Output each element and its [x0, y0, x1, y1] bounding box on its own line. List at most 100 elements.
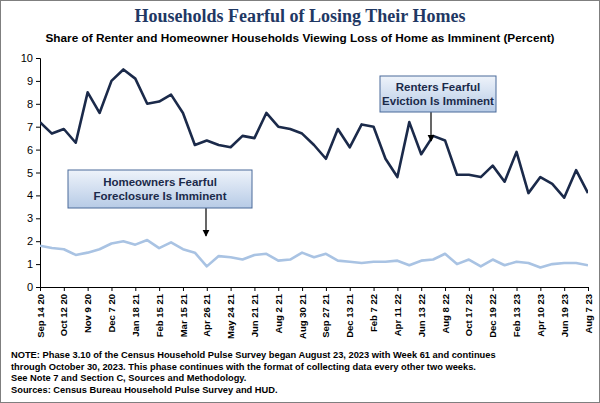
subtitle: Share of Renter and Homeowner Households…	[45, 31, 554, 45]
y-tick: 6	[27, 144, 40, 156]
x-tick-label: Apr 26 21	[201, 293, 212, 336]
x-tick-mark	[278, 287, 279, 291]
x-tick-label: Nov 9 20	[82, 294, 93, 333]
x-tick-label: Feb 7 22	[368, 294, 379, 332]
x-tick: Aug 7 23	[583, 287, 594, 334]
x-tick: Feb 7 22	[368, 287, 379, 332]
x-tick: Dec 13 21	[344, 287, 355, 338]
x-tick-mark	[88, 287, 89, 291]
y-tick: 7	[27, 121, 40, 133]
x-tick: Aug 2 21	[273, 287, 284, 334]
x-tick: Nov 9 20	[82, 287, 93, 333]
x-tick: Oct 12 20	[58, 287, 69, 336]
x-tick-label: Jun 21 21	[249, 293, 260, 337]
x-tick-label: Dec 13 21	[344, 293, 355, 338]
x-tick: Feb 15 21	[154, 287, 165, 337]
x-tick-mark	[254, 287, 255, 291]
x-tick-label: Aug 8 22	[440, 294, 451, 334]
x-tick-mark	[374, 287, 375, 291]
x-tick-label: Sep 14 20	[35, 294, 46, 338]
x-tick-mark	[540, 287, 541, 291]
x-tick: Oct 17 22	[463, 287, 474, 336]
y-tick-mark	[36, 127, 40, 128]
y-axis-line	[36, 59, 41, 288]
x-tick-mark	[111, 287, 112, 291]
x-tick: Sep 27 21	[320, 287, 331, 338]
annotation-text: Renters FearfulEviction Is Imminent	[382, 81, 494, 107]
x-tick-mark	[302, 287, 303, 291]
x-tick-label: Oct 12 20	[58, 294, 69, 336]
y-tick: 2	[27, 235, 40, 247]
chart: Households Fearful of Losing Their Homes…	[0, 0, 600, 403]
x-tick-mark	[421, 287, 422, 291]
x-tick: Mar 15 21	[177, 287, 188, 337]
y-tick-mark	[36, 195, 40, 196]
x-tick-mark	[469, 287, 470, 291]
y-tick-mark	[36, 241, 40, 242]
x-tick: Aug 8 22	[440, 287, 451, 334]
x-tick-label: Oct 17 22	[463, 294, 474, 336]
annotation-text: Homeowners FearfulForeclosure Is Imminen…	[94, 176, 227, 202]
y-tick-label: 5	[27, 167, 33, 179]
x-tick-mark	[231, 287, 232, 291]
frame	[1, 1, 600, 403]
series-line	[40, 240, 588, 267]
plot-area	[40, 69, 588, 267]
y-tick: 3	[27, 212, 40, 224]
y-tick-label: 6	[27, 144, 33, 156]
x-axis-line	[41, 288, 589, 292]
annotation-box	[68, 170, 252, 208]
y-tick-mark	[36, 58, 40, 59]
x-tick-mark	[135, 287, 136, 291]
annotation-arrow	[430, 112, 431, 141]
annotation-arrow	[205, 208, 206, 236]
y-tick-mark	[36, 81, 40, 82]
x-tick: Apr 26 21	[201, 287, 212, 337]
x-tick: Feb 13 23	[511, 287, 522, 337]
x-axis: Sep 14 20 Oct 12 20 Nov 9 20 Dec 7 20 Jan 18…	[35, 287, 594, 339]
y-tick: 4	[27, 189, 40, 201]
x-tick-mark	[397, 287, 398, 291]
x-tick-mark	[207, 287, 208, 291]
x-tick: Jun 19 23	[559, 287, 570, 337]
x-tick-mark	[183, 287, 184, 291]
title: Households Fearful of Losing Their Homes	[135, 6, 466, 26]
x-tick-mark	[588, 287, 589, 291]
y-tick-label: 10	[21, 52, 33, 64]
x-tick: May 24 21	[225, 287, 236, 339]
y-tick-mark	[36, 218, 40, 219]
x-tick-label: Jun 13 22	[416, 294, 427, 337]
y-tick-label: 8	[27, 98, 33, 110]
series-line	[40, 69, 588, 197]
x-tick: Apr 11 22	[392, 287, 403, 336]
y-tick-mark	[36, 104, 40, 105]
x-tick-label: Feb 15 21	[154, 293, 165, 337]
x-tick-label: Jan 18 21	[130, 293, 141, 336]
x-tick-mark	[564, 287, 565, 291]
note: See Note 7 and Section C, Sources and Me…	[11, 373, 246, 383]
x-tick-mark	[40, 287, 41, 291]
y-tick-label: 0	[27, 281, 33, 293]
y-tick-label: 9	[27, 75, 33, 87]
annotation-box	[380, 76, 496, 112]
x-tick: Apr 10 23	[535, 287, 546, 337]
x-tick-label: Feb 13 23	[511, 294, 522, 337]
y-tick: 8	[27, 98, 40, 110]
x-tick: Dec 7 20	[106, 287, 117, 333]
y-tick: 0	[27, 281, 40, 293]
x-tick-mark	[517, 287, 518, 291]
y-tick-label: 3	[27, 212, 33, 224]
y-tick: 5	[27, 167, 40, 179]
note: Sources: Census Bureau Household Pulse S…	[11, 385, 278, 395]
y-tick: 9	[27, 75, 40, 87]
series-label: Homeowners FearfulForeclosure Is Imminen…	[68, 170, 252, 236]
x-tick: Jan 18 21	[130, 287, 141, 337]
x-tick-mark	[493, 287, 494, 291]
x-tick-label: Apr 10 23	[535, 294, 546, 337]
x-tick-label: Jun 19 23	[559, 294, 570, 337]
x-tick-label: Aug 30 21	[297, 293, 308, 339]
y-axis: 0 1 2 3 4 5 6 7 8 9 10	[21, 52, 41, 293]
y-tick: 10	[21, 52, 40, 64]
note: NOTE: Phase 3.10 of the Census Household…	[11, 350, 496, 360]
y-tick: 1	[27, 258, 40, 270]
